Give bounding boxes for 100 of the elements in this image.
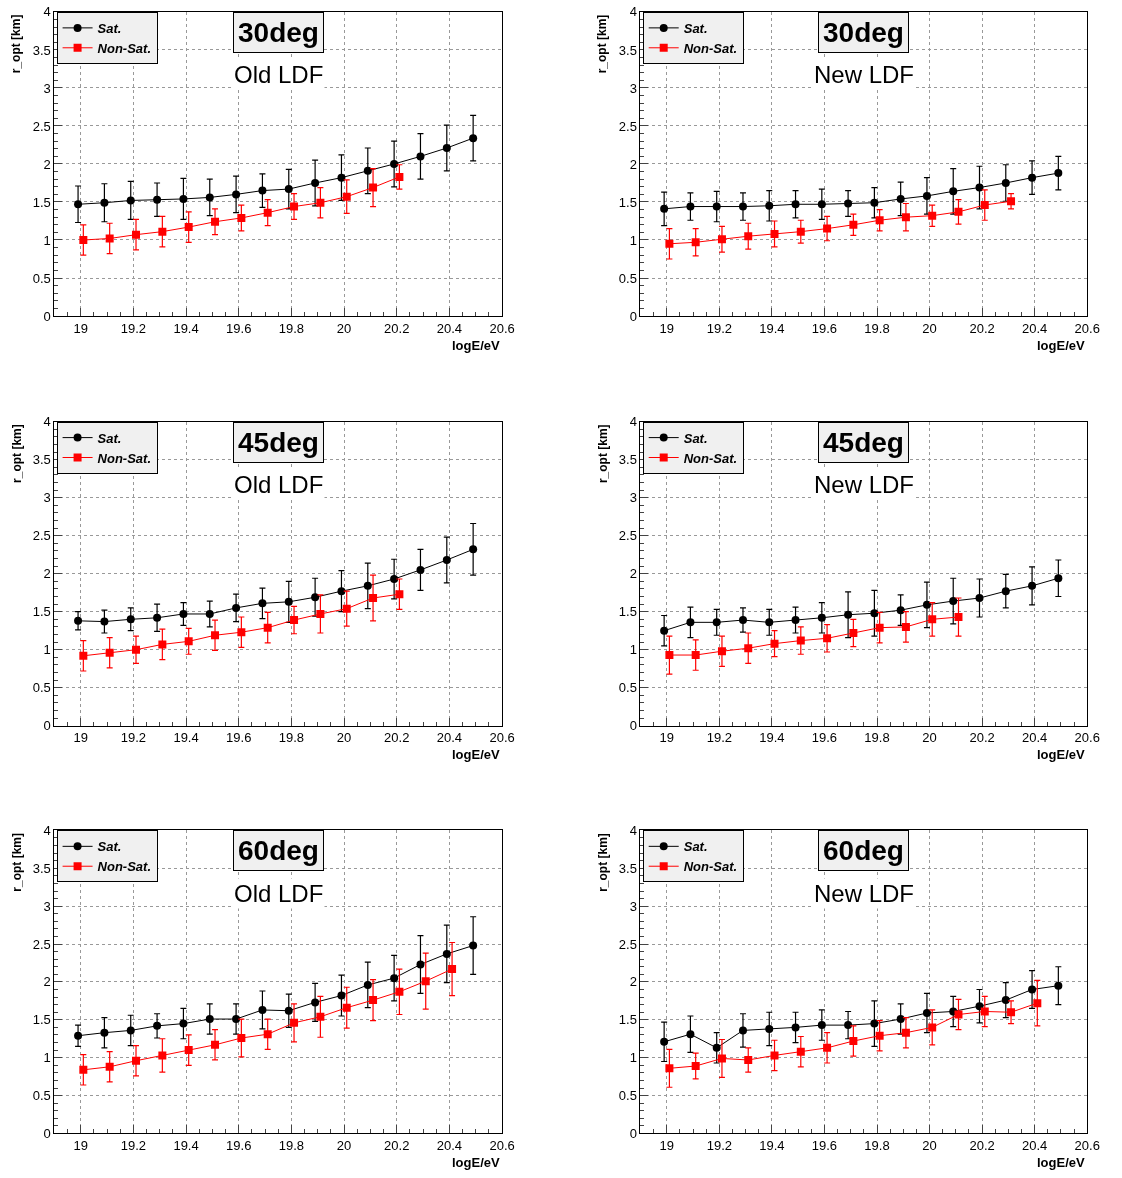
y-tick-label: 0 [43,718,51,734]
point [1001,996,1010,1005]
point [717,235,726,244]
point [817,613,826,622]
x-tick-label: 19 [659,1138,675,1154]
point [712,202,721,211]
point [184,637,193,646]
point [205,609,214,618]
chart-title: 30deg [823,17,904,48]
point [975,594,984,603]
text: Old LDF [234,880,324,907]
point [421,977,430,986]
y-axis-title: r_opt [km] [9,424,24,483]
x-tick-label: 19.2 [120,730,147,746]
point [922,191,931,200]
x-axis-title: logE/eV [452,747,501,762]
point [74,200,83,209]
y-tick-label: 3 [43,898,51,914]
point [744,644,753,653]
point [744,1055,753,1064]
point [823,634,832,643]
legend-label: Sat. [683,839,708,855]
point [796,1047,805,1056]
y-tick-label: 4 [43,414,51,430]
point [342,192,351,201]
y-axis-title: r_opt [km] [9,14,24,74]
point [712,1043,721,1052]
x-tick-label: 19.6 [226,730,252,746]
x-tick-label: 19.4 [759,320,785,336]
x-tick-label: 20.2 [969,1138,995,1154]
y-tick-label: 4 [43,4,51,20]
point [158,1051,167,1060]
y-tick-label: 1 [629,642,637,658]
x-tick-label: 19 [73,730,88,746]
y-tick-label: 3.5 [618,452,637,468]
point [1007,197,1016,206]
point [158,227,167,236]
point [1028,173,1037,182]
x-tick-label: 19.2 [706,730,732,746]
point [844,610,853,619]
point [875,216,884,225]
y-tick-label: 2 [43,566,51,582]
point [416,152,425,161]
legend-label: Non-Sat. [683,40,738,56]
point [1054,574,1063,583]
point [132,230,141,239]
y-tick-label: 0.5 [32,1088,51,1104]
point [179,1019,188,1028]
point [263,1030,272,1039]
point [211,631,220,640]
point [284,185,293,194]
point [442,144,451,152]
point [74,616,83,625]
point [258,1005,267,1014]
point [448,965,457,974]
point [738,616,747,625]
x-tick-label: 20.4 [436,320,463,336]
x-tick-label: 20.2 [969,320,995,336]
point [316,609,325,618]
y-tick-label: 1.5 [32,194,51,210]
chart-title: 45deg [238,427,319,458]
point [184,1046,193,1055]
y-tick-label: 2.5 [618,936,637,952]
point [896,606,905,615]
text: Old LDF [234,471,324,498]
legend-label: Non-Sat. [97,450,152,466]
point [665,239,674,248]
point [79,1065,88,1074]
point [712,618,721,627]
x-tick-label: 19.2 [120,1138,147,1154]
point [211,1040,220,1049]
point [849,628,858,637]
point [342,1003,351,1012]
y-tick-label: 1.5 [618,604,637,620]
point [896,1015,905,1024]
x-tick-label: 19 [659,730,675,746]
x-tick-label: 19 [659,320,675,336]
point [922,1008,931,1017]
point [770,229,779,238]
point [738,202,747,211]
point [105,648,114,657]
y-tick-label: 3.5 [32,860,51,876]
point [290,1018,299,1027]
point [126,196,135,205]
point [311,178,320,187]
point [100,617,109,626]
point [949,597,958,606]
x-tick-label: 19.8 [278,730,305,746]
point [316,198,325,207]
x-tick-label: 20.2 [384,320,410,336]
x-tick-label: 19.8 [278,320,305,336]
point [870,609,879,618]
point [1028,985,1037,994]
point [205,193,214,202]
y-tick-label: 0.5 [32,270,51,286]
y-tick-label: 1 [43,642,51,658]
y-axis-title: r_opt [km] [9,833,24,892]
point [132,645,141,654]
point [363,581,372,590]
y-tick-label: 3.5 [618,860,637,876]
